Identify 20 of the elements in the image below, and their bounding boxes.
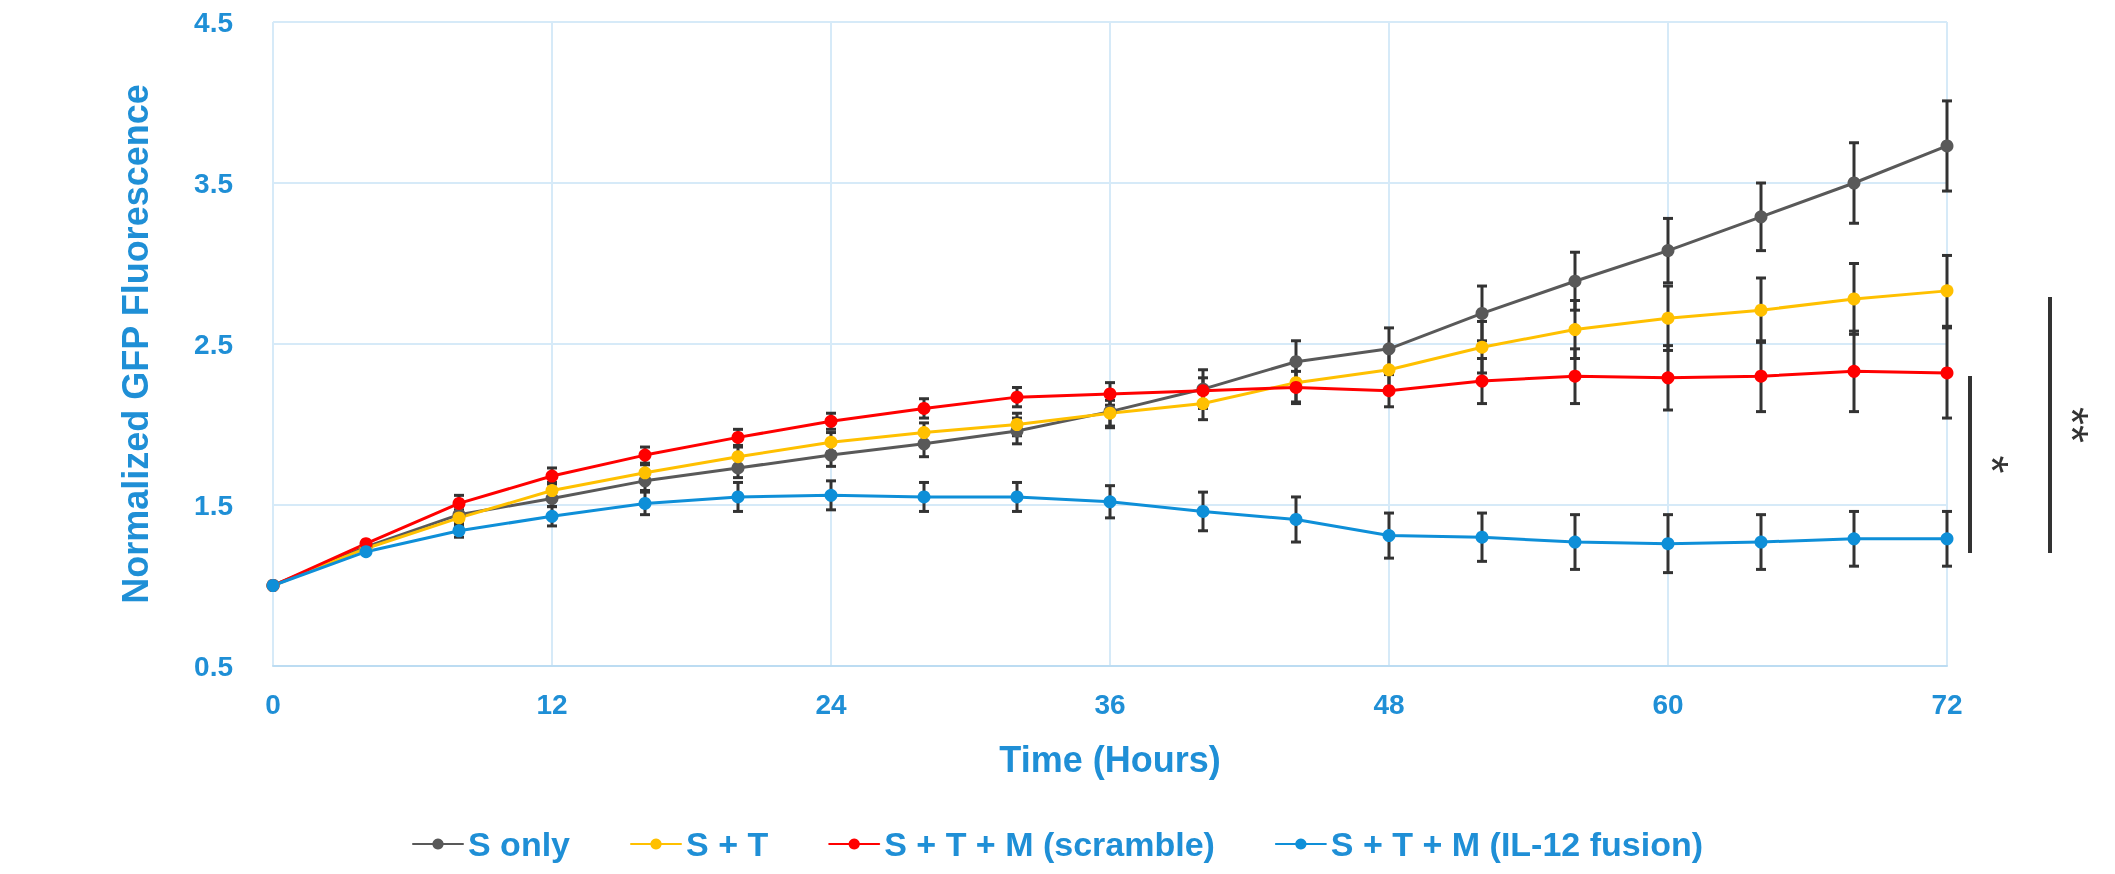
legend-label: S + T + M (scramble) <box>884 825 1215 863</box>
legend-label: S only <box>467 825 571 863</box>
y-tick-label: 4.5 <box>194 6 233 38</box>
x-tick-label: 60 <box>1652 688 1684 720</box>
x-tick-label: 24 <box>815 688 847 720</box>
x-tick-label: 48 <box>1373 688 1405 720</box>
legend-label: S + T + M (IL-12 fusion) <box>1330 825 1704 863</box>
y-tick-label: 2.5 <box>194 328 233 360</box>
legend-label: S + T <box>686 825 769 863</box>
x-axis-title: Time (Hours) <box>999 738 1221 780</box>
y-axis-title: Normalized GFP Fluorescence <box>114 84 156 604</box>
y-tick-label: 1.5 <box>194 489 233 521</box>
y-tick-label: 0.5 <box>194 650 233 682</box>
y-tick-label: 3.5 <box>194 167 233 199</box>
x-tick-label: 12 <box>536 688 568 720</box>
x-tick-label: 0 <box>265 688 281 720</box>
text: ** <box>2046 407 2098 443</box>
x-tick-label: 36 <box>1094 688 1126 720</box>
text: * <box>1966 455 2018 474</box>
x-tick-label: 72 <box>1931 688 1963 720</box>
